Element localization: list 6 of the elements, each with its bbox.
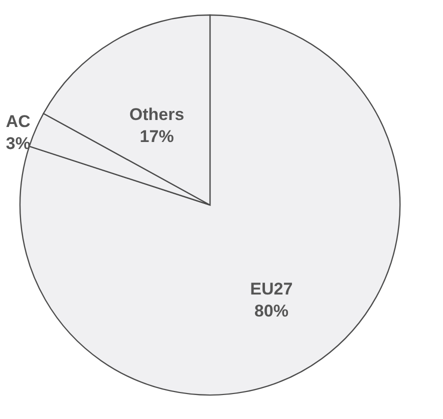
slice-label: AC <box>6 112 30 131</box>
data-label: 17% <box>140 127 174 146</box>
slice-label: EU27 <box>250 280 293 299</box>
slice-label: Others <box>129 105 184 124</box>
data-label: 3% <box>6 134 30 153</box>
data-label: 80% <box>254 302 288 321</box>
